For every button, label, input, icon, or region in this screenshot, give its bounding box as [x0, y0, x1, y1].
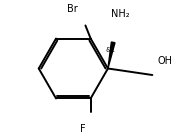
Text: &1: &1	[105, 47, 115, 53]
Text: F: F	[80, 124, 85, 134]
Polygon shape	[108, 42, 115, 68]
Text: OH: OH	[158, 56, 173, 66]
Text: Br: Br	[67, 4, 78, 14]
Text: NH₂: NH₂	[111, 9, 129, 19]
